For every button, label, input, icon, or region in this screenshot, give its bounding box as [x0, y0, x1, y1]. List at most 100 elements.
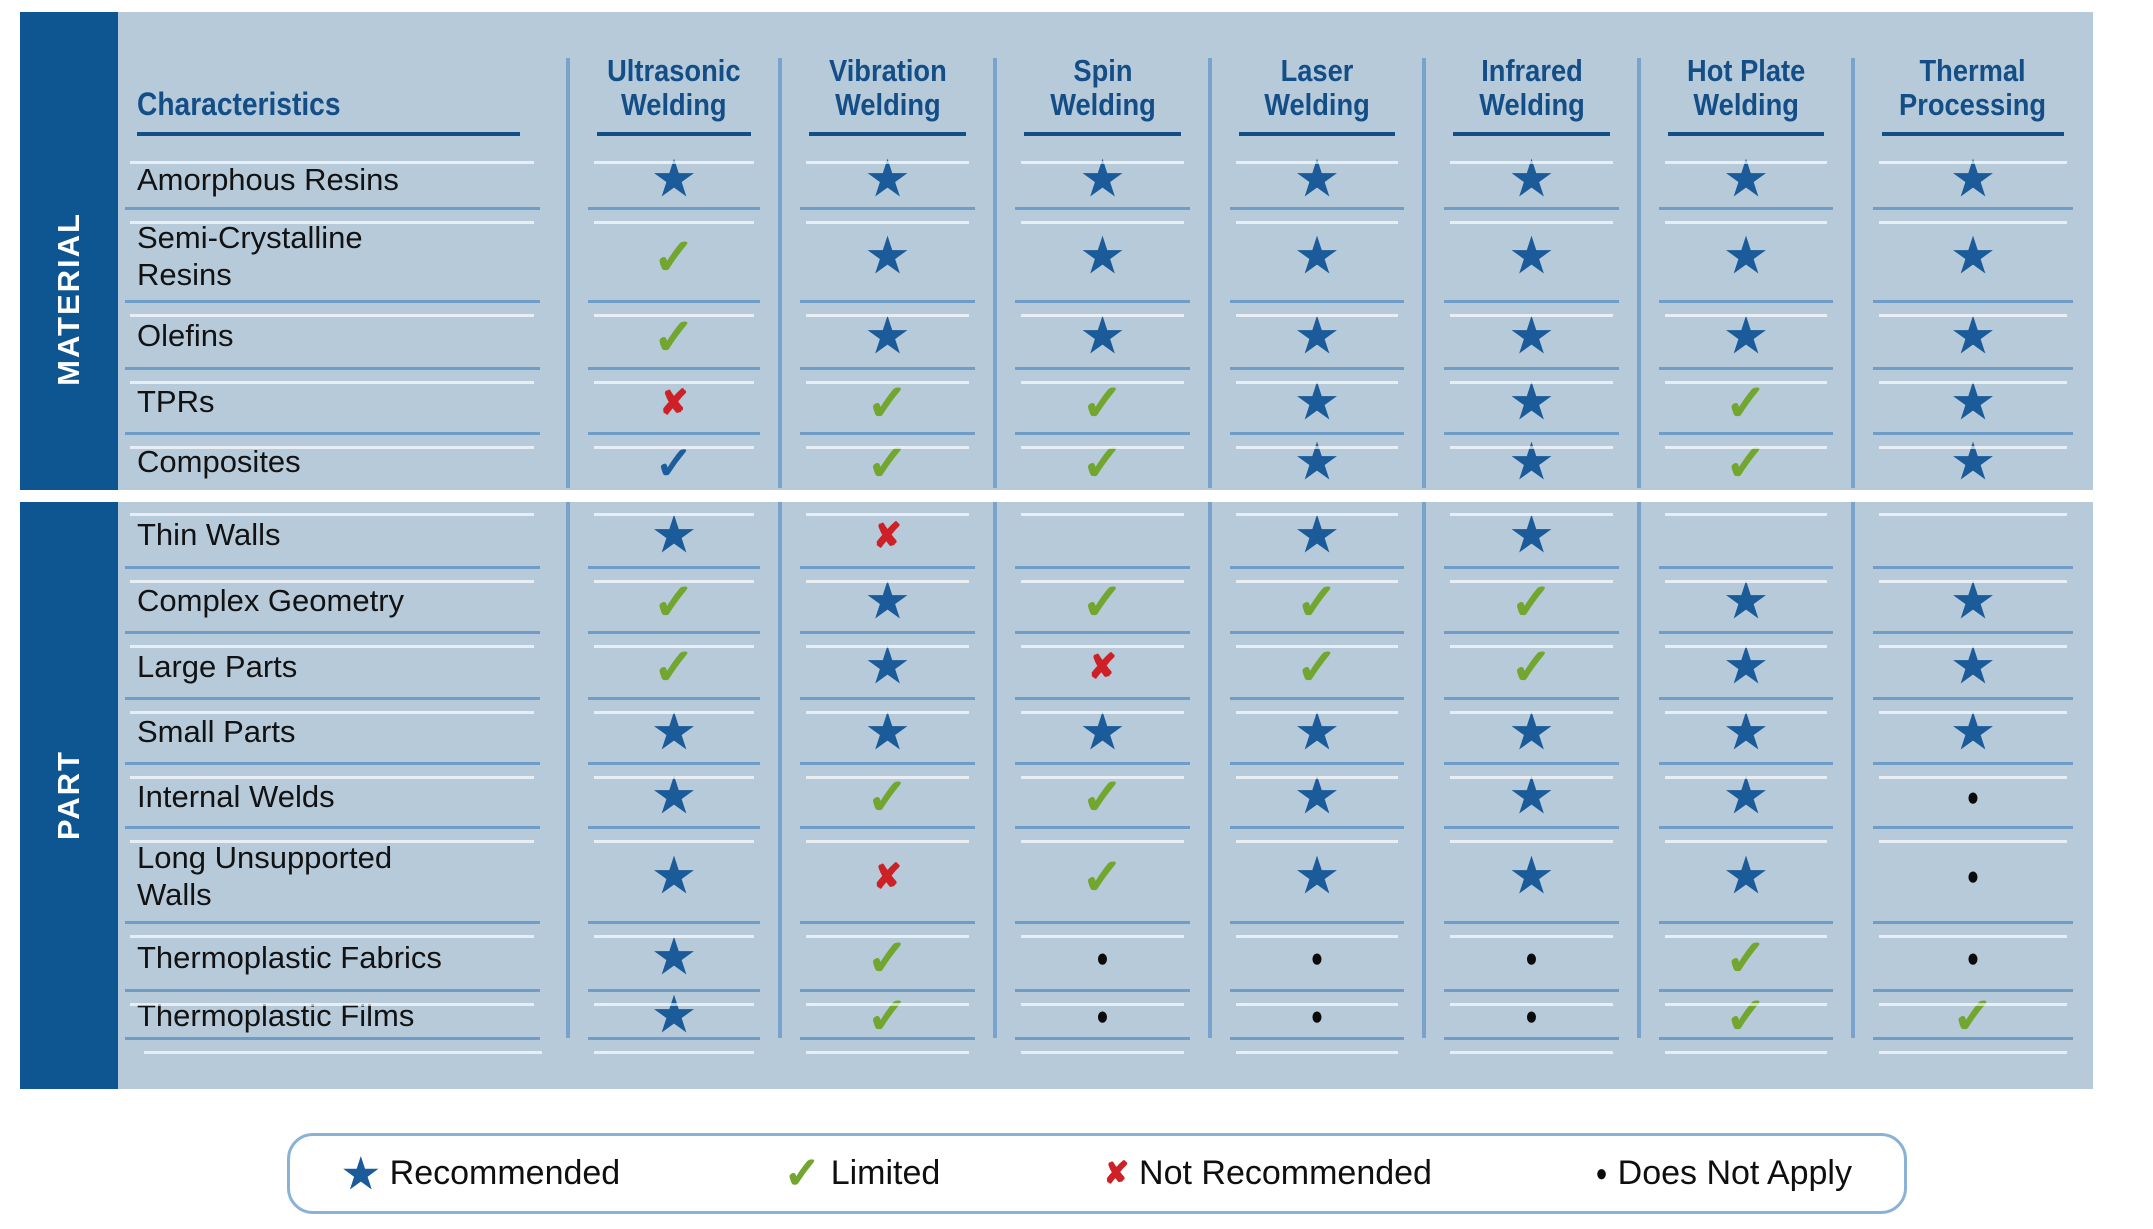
- column-header-spin-welding: Spin Welding: [995, 12, 1210, 150]
- matrix-cell: ★: [1853, 700, 2093, 765]
- check-icon: ✓: [1510, 573, 1554, 630]
- legend-label: Limited: [830, 1154, 941, 1192]
- column-header-laser-welding: Laser Welding: [1210, 12, 1424, 150]
- matrix-cell: ✓: [780, 370, 995, 435]
- legend-item-not-recommended: ✘ Not Recommended: [1103, 1154, 1432, 1193]
- star-icon: ★: [1509, 705, 1554, 759]
- matrix-cell: ★: [1639, 150, 1853, 210]
- x-icon: ✘: [873, 857, 903, 896]
- dot-icon: ●: [1966, 862, 1980, 891]
- column-separator: [1637, 58, 1641, 488]
- header-text: Thermal Processing: [1899, 52, 2047, 123]
- matrix-cell: ●: [1210, 924, 1424, 992]
- header-underline: [809, 132, 966, 136]
- check-icon: ✓: [1081, 769, 1125, 825]
- matrix-cell: ✓: [568, 210, 780, 303]
- header-text: Ultrasonic Welding: [607, 52, 741, 123]
- matrix-cell: ★: [1639, 765, 1853, 829]
- matrix-cell: ★: [1424, 370, 1639, 435]
- check-icon: ✓: [866, 930, 910, 986]
- matrix-cell: ★: [1853, 303, 2093, 370]
- matrix-cell: [1853, 502, 2093, 569]
- x-icon: ✘: [659, 383, 689, 422]
- column-separator: [1422, 502, 1426, 1038]
- check-icon: ✓: [1724, 930, 1768, 986]
- check-icon: ✓: [1081, 434, 1125, 491]
- column-header-thermal-processing: Thermal Processing: [1853, 12, 2093, 150]
- header-underline: [597, 132, 751, 136]
- legend-label: Does Not Apply: [1617, 1154, 1852, 1192]
- matrix-cell: ★: [995, 700, 1210, 765]
- column-separator: [566, 502, 570, 1038]
- check-icon: ✓: [866, 769, 910, 825]
- header-underline: [1882, 132, 2064, 136]
- x-icon: ✘: [1103, 1156, 1130, 1190]
- matrix-cell: ★: [1639, 634, 1853, 700]
- matrix-cell: ★: [1424, 210, 1639, 303]
- header-text: Spin Welding: [1049, 52, 1156, 123]
- matrix-grid: MATERIAL PART Characteristics Ultrasonic We…: [20, 12, 2093, 1089]
- matrix-cell: ★: [1424, 765, 1639, 829]
- matrix-cell: ★: [780, 150, 995, 210]
- check-icon: ✓: [1724, 988, 1768, 1044]
- column-header-ultrasonic-welding: Ultrasonic Welding: [568, 12, 780, 150]
- column-separator: [1851, 58, 1855, 488]
- row-label-olefins: Olefins: [118, 303, 568, 370]
- star-icon: ★: [1295, 508, 1339, 562]
- band-label-material: MATERIAL: [51, 212, 86, 386]
- star-icon: ★: [1509, 849, 1554, 903]
- matrix-cell: ★: [1424, 150, 1639, 210]
- column-header-vibration-welding: Vibration Welding: [780, 12, 995, 150]
- matrix-cell: ✓: [780, 435, 995, 490]
- row-label-thermoplastic-films: Thermoplastic Films: [118, 992, 568, 1040]
- column-separator: [778, 58, 782, 488]
- matrix-cell: ★: [780, 569, 995, 634]
- star-icon: ★: [1509, 770, 1554, 823]
- star-icon: ★: [652, 849, 696, 903]
- matrix-cell: ✘: [780, 502, 995, 569]
- dot-icon: ●: [1525, 1001, 1538, 1031]
- matrix-cell: ✓: [995, 569, 1210, 634]
- matrix-cell: ✘: [568, 370, 780, 435]
- matrix-cell: ★: [1424, 502, 1639, 569]
- matrix-cell: [995, 502, 1210, 569]
- star-icon: ★: [1080, 705, 1125, 759]
- row-label-large-parts: Large Parts: [118, 634, 568, 700]
- matrix-cell: ●: [995, 992, 1210, 1040]
- matrix-cell: ●: [1424, 924, 1639, 992]
- header-underline: [1453, 132, 1610, 136]
- matrix-cell: ★: [995, 303, 1210, 370]
- star-icon: ★: [1724, 640, 1768, 693]
- check-icon: ✓: [1724, 374, 1768, 431]
- check-icon: ✓: [1295, 639, 1339, 695]
- star-icon: ★: [1724, 705, 1768, 759]
- matrix-cell: ✓: [568, 569, 780, 634]
- header-text: Infrared Welding: [1478, 52, 1585, 123]
- row-label-thermoplastic-fabrics: Thermoplastic Fabrics: [118, 924, 568, 992]
- matrix-cell: ✓: [568, 435, 780, 490]
- star-icon: ★: [1509, 508, 1554, 562]
- star-icon: ★: [1724, 309, 1768, 363]
- star-icon: ★: [652, 705, 696, 759]
- header-underline: [137, 132, 520, 136]
- star-icon: ★: [1295, 435, 1339, 489]
- check-icon: ✓: [1510, 639, 1554, 695]
- matrix-cell: ✓: [780, 988, 995, 1044]
- matrix-pad-cell: [1853, 1040, 2093, 1089]
- column-separator: [1851, 502, 1855, 1038]
- star-icon: ★: [1951, 229, 1995, 283]
- x-icon: ✘: [1088, 648, 1118, 686]
- matrix-cell: ★: [568, 829, 780, 924]
- dot-icon: ●: [1595, 1160, 1608, 1187]
- row-label-long-unsupported-walls: Long Unsupported Walls: [118, 829, 568, 924]
- matrix-cell: ★: [1639, 829, 1853, 924]
- star-icon: ★: [1295, 229, 1339, 283]
- matrix-cell: ●: [1210, 992, 1424, 1040]
- matrix-cell: ★: [1210, 303, 1424, 370]
- check-icon: ✓: [866, 988, 910, 1044]
- matrix-cell: ✓: [780, 765, 995, 829]
- check-icon: ✓: [652, 639, 696, 695]
- matrix-cell: ✘: [995, 634, 1210, 700]
- star-icon: ★: [1951, 574, 1995, 628]
